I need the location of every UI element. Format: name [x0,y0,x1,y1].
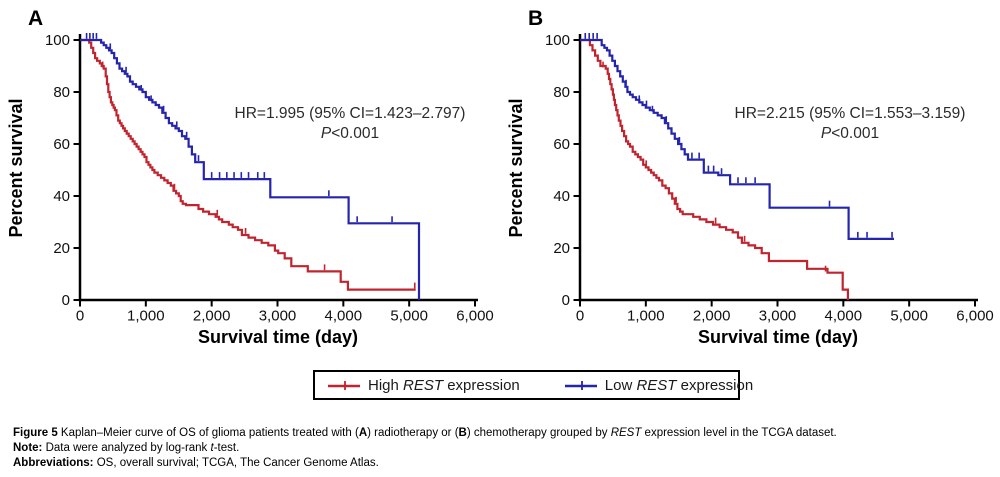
svg-text:4,000: 4,000 [325,308,363,325]
series-high-rest [80,38,416,291]
x-axis-title: Survival time (day) [698,327,858,347]
x-axis-ticks: 0 1,000 2,000 3,000 4,000 5,000 6,000 [76,300,494,325]
hr-annotation: HR=1.995 (95% CI=1.423–2.797) [235,105,466,122]
svg-text:100: 100 [545,32,570,49]
low-rest-line-icon [564,381,597,390]
svg-text:20: 20 [53,240,70,257]
figure-caption: Figure 5 Kaplan–Meier curve of OS of gli… [13,426,992,472]
svg-text:1,000: 1,000 [627,308,665,325]
high-rest-line-icon [328,381,360,390]
x-axis-title: Survival time (day) [198,327,358,347]
svg-text:80: 80 [53,84,70,101]
y-axis-title: Percent survival [6,98,26,237]
panel-letter: A [28,7,43,30]
svg-text:0: 0 [62,292,70,309]
svg-text:40: 40 [53,188,70,205]
svg-text:6,000: 6,000 [456,308,494,325]
svg-text:0: 0 [576,308,584,325]
svg-text:80: 80 [553,84,570,101]
svg-text:2,000: 2,000 [693,308,731,325]
legend-item-low-rest: Low REST expression [564,377,753,394]
caption-abbreviations: Abbreviations: OS, overall survival; TCG… [13,457,379,470]
svg-text:3,000: 3,000 [259,308,297,325]
panel-a: 0 1,000 2,000 3,000 4,000 5,000 6,000 0 20 40 60 80… [0,0,500,360]
svg-text:0: 0 [76,308,84,325]
svg-text:1,000: 1,000 [127,308,165,325]
series-low-rest [80,33,421,300]
km-chart-a: 0 1,000 2,000 3,000 4,000 5,000 6,000 0 20 40 60 80… [6,7,494,347]
svg-text:3,000: 3,000 [759,308,797,325]
legend-label-high: High REST expression [368,376,520,394]
series-low-rest [580,33,894,240]
svg-text:20: 20 [553,240,570,257]
p-value-annotation: P<0.001 [821,125,879,142]
svg-text:5,000: 5,000 [390,308,428,325]
x-axis-ticks: 0 1,000 2,000 3,000 4,000 5,000 6,000 [576,300,994,325]
y-axis-ticks: 0 20 40 60 80 100 [545,32,580,309]
panel-b: 0 1,000 2,000 3,000 4,000 5,000 6,000 0 20 40 60 80… [500,0,1000,360]
legend: High REST expression Low REST expression [313,370,753,400]
svg-text:100: 100 [45,32,70,49]
hr-annotation: HR=2.215 (95% CI=1.553–3.159) [735,105,966,122]
panel-letter: B [528,7,543,30]
svg-text:6,000: 6,000 [956,308,994,325]
km-chart-b: 0 1,000 2,000 3,000 4,000 5,000 6,000 0 20 40 60 80… [506,7,994,347]
svg-text:60: 60 [553,136,570,153]
legend-label-low: Low REST expression [604,376,754,394]
svg-text:2,000: 2,000 [193,308,231,325]
svg-text:40: 40 [553,188,570,205]
svg-text:4,000: 4,000 [825,308,863,325]
y-axis-title: Percent survival [506,98,526,237]
legend-item-high-rest: High REST expression [327,377,520,394]
caption-line-1: Figure 5 Kaplan–Meier curve of OS of gli… [13,427,837,439]
series-high-rest [580,38,849,300]
p-value-annotation: P<0.001 [321,125,379,142]
svg-text:60: 60 [53,136,70,153]
svg-text:5,000: 5,000 [890,308,928,325]
svg-text:0: 0 [562,292,570,309]
caption-note: Note: Data were analyzed by log-rank t-t… [13,442,240,455]
y-axis-ticks: 0 20 40 60 80 100 [45,32,80,309]
